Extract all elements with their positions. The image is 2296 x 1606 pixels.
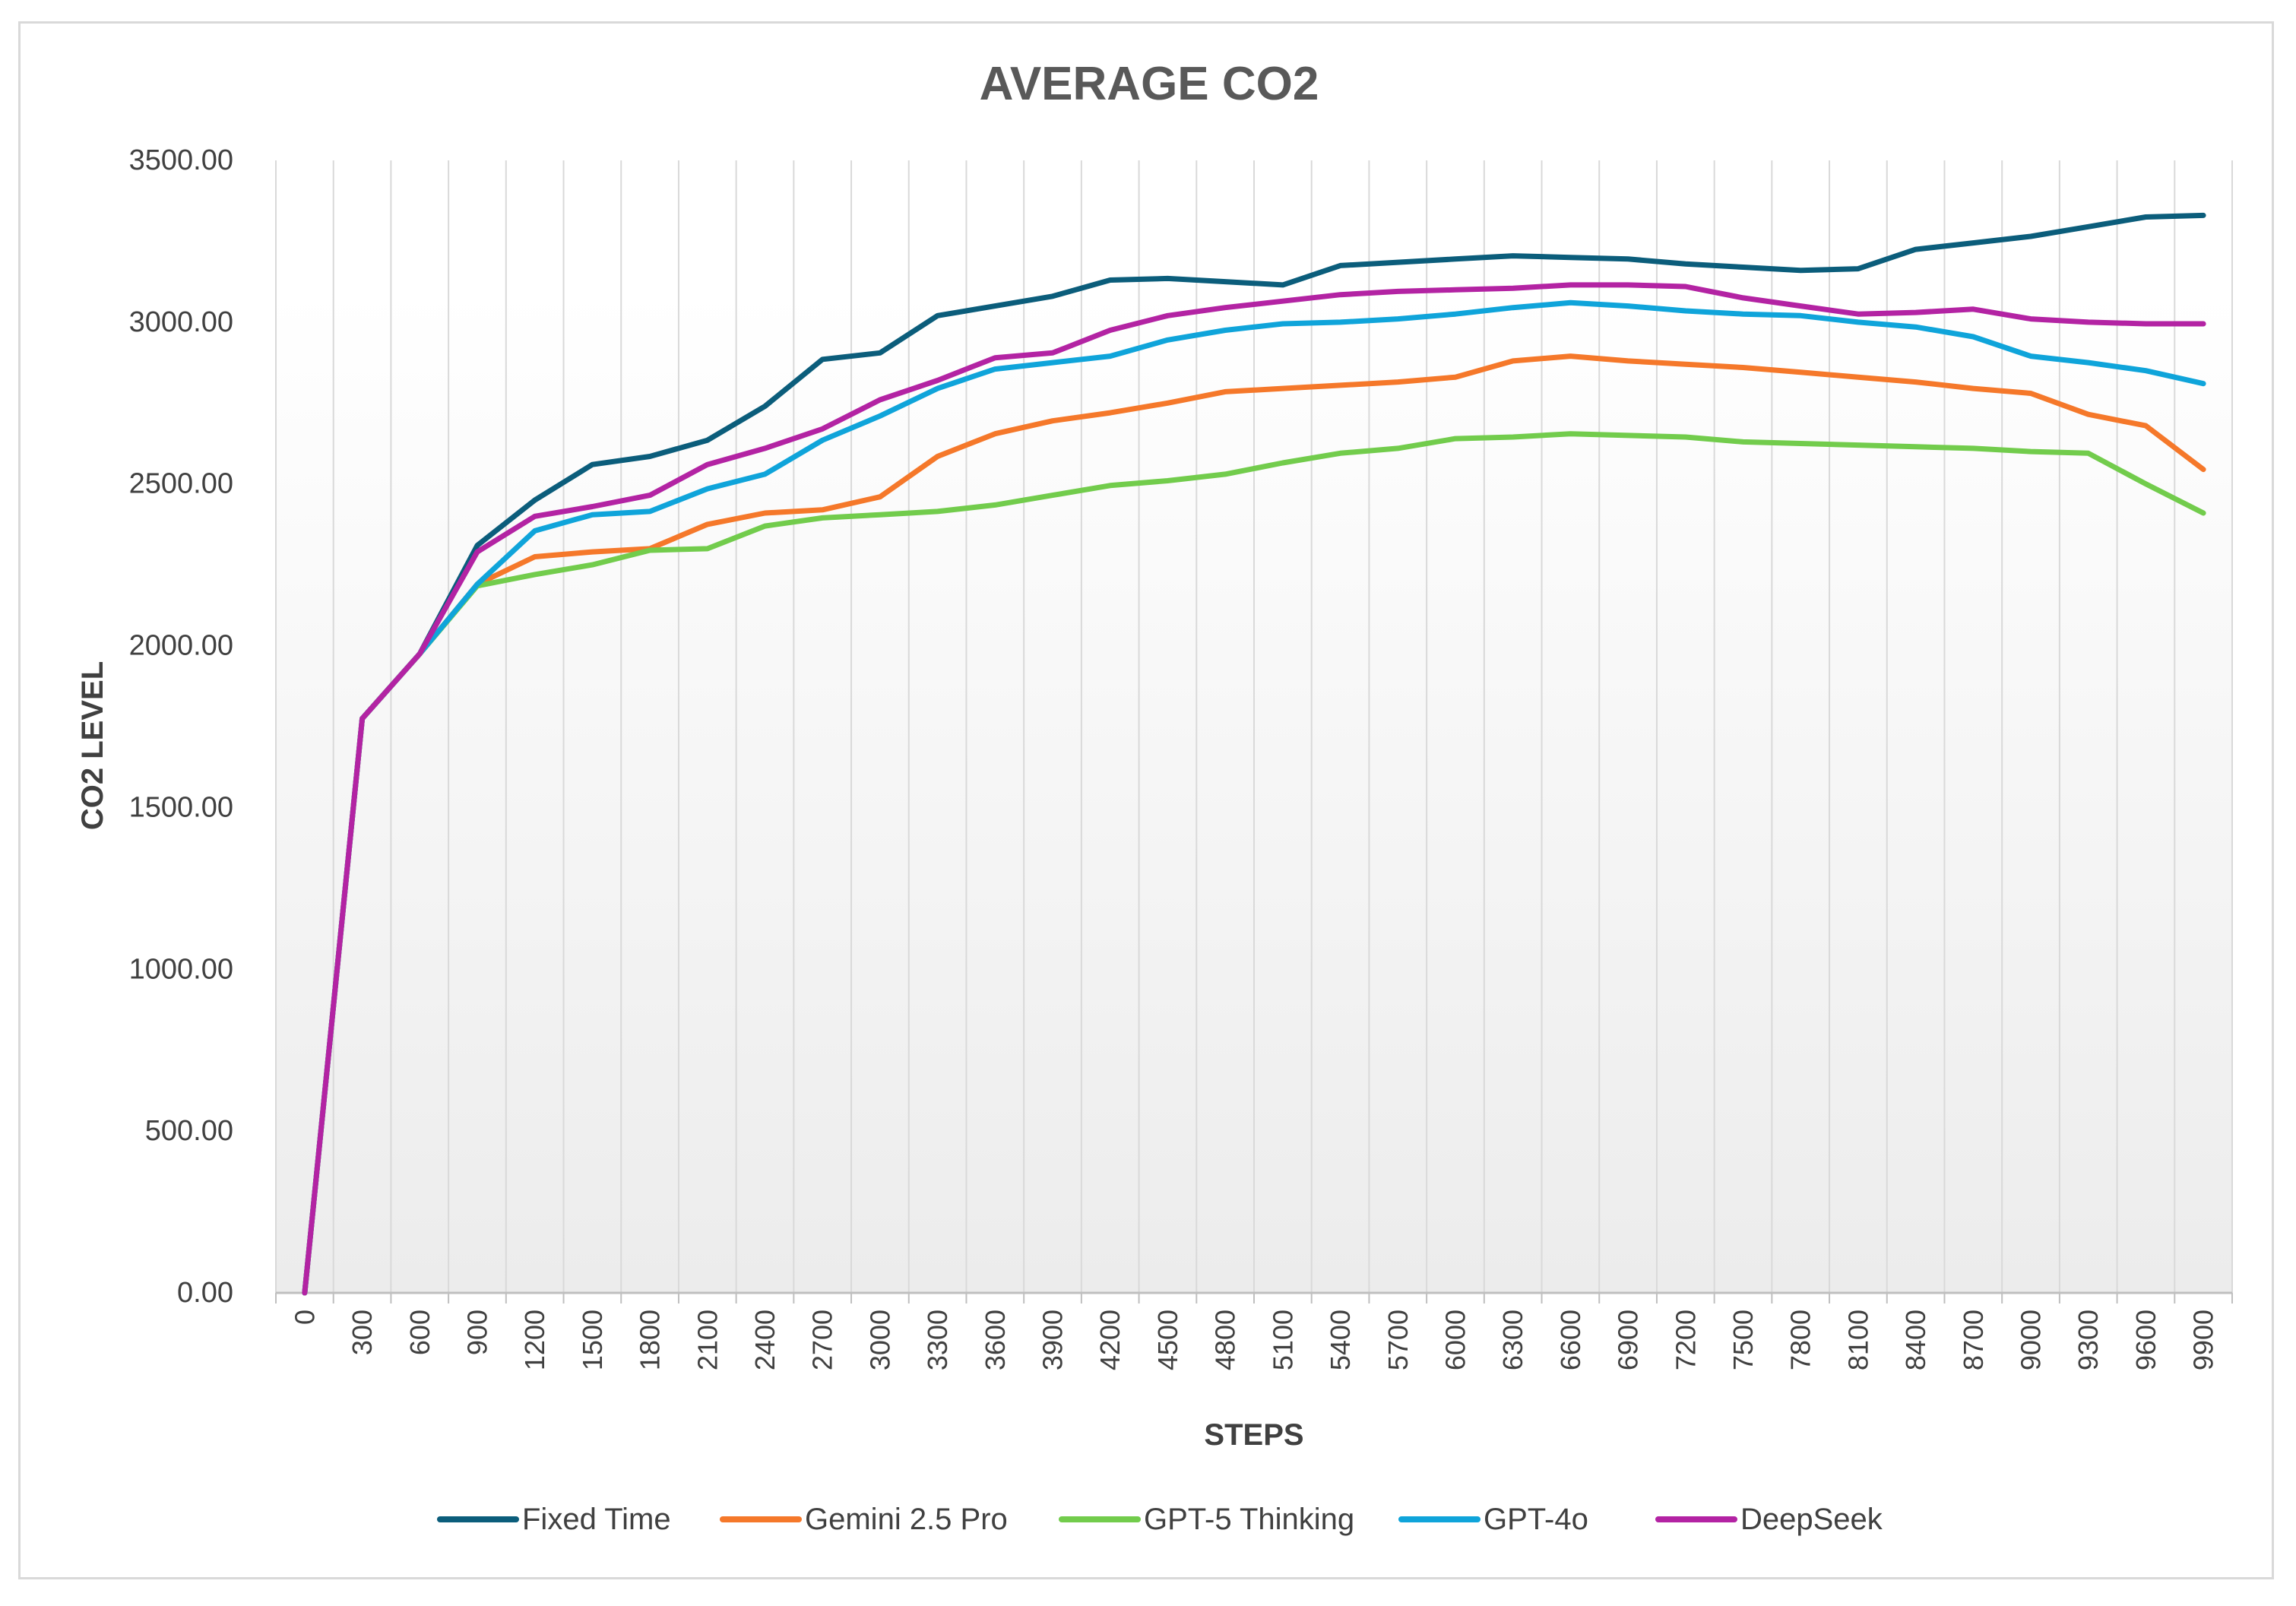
- gridlines: [275, 160, 2233, 1293]
- x-tick-label: 8100: [1842, 1310, 1873, 1370]
- y-tick-label: 2500.00: [129, 468, 233, 500]
- x-tick-label: 300: [347, 1310, 378, 1355]
- y-tick-label: 500.00: [145, 1115, 233, 1147]
- legend-label: Gemini 2.5 Pro: [805, 1503, 1008, 1536]
- series-line-gpt-4o: [302, 299, 2206, 1296]
- x-tick-label: 5700: [1382, 1310, 1414, 1370]
- x-tick-label: 2100: [692, 1310, 723, 1370]
- y-tick-label: 3000.00: [129, 306, 233, 338]
- x-tick-label: 3600: [980, 1310, 1011, 1370]
- x-tick-label: 8700: [1958, 1310, 1989, 1370]
- series-line-deepseek: [302, 282, 2206, 1296]
- series-line-fixed-time: [302, 212, 2206, 1296]
- y-tick-label: 2000.00: [129, 630, 233, 662]
- x-tick-label: 5100: [1267, 1310, 1298, 1370]
- x-tick-label: 6300: [1497, 1310, 1528, 1370]
- x-tick-label: 1500: [577, 1310, 608, 1370]
- legend-label: GPT-4o: [1484, 1503, 1588, 1536]
- x-tick-label: 3000: [864, 1310, 895, 1370]
- x-tick-label: 9300: [2073, 1310, 2104, 1370]
- axes: 0 300 600 900 1200 1500 1800 2100 2400 2700 3000 33…: [129, 144, 2233, 1370]
- legend-item-fixed-time: Fixed Time: [437, 1503, 671, 1536]
- y-tick-label: 3500.00: [129, 144, 233, 176]
- legend-item-gemini-2-5-pro: Gemini 2.5 Pro: [720, 1503, 1008, 1536]
- x-tick-label: 0: [289, 1310, 320, 1325]
- x-tick-label: 1800: [635, 1310, 666, 1370]
- series-line-gpt-5-thinking: [302, 431, 2206, 1296]
- x-tick-label: 6600: [1555, 1310, 1586, 1370]
- legend-label: GPT-5 Thinking: [1144, 1503, 1354, 1536]
- chart-frame: 0 300 600 900 1200 1500 1800 2100 2400 2700 3000 33…: [18, 21, 2274, 1579]
- x-tick-label: 4800: [1210, 1310, 1241, 1370]
- x-tick-label: 4500: [1152, 1310, 1183, 1370]
- legend: Fixed Time Gemini 2.5 Pro GPT-5 Thinking GP…: [437, 1503, 1883, 1536]
- x-tick-label: 6000: [1439, 1310, 1471, 1370]
- line-chart: 0 300 600 900 1200 1500 1800 2100 2400 2700 3000 33…: [76, 58, 2233, 1536]
- chart-title: AVERAGE CO2: [980, 58, 1319, 110]
- x-tick-label: 7200: [1670, 1310, 1701, 1370]
- x-tick-label: 4200: [1094, 1310, 1126, 1370]
- x-tick-label: 6900: [1613, 1310, 1644, 1370]
- x-axis-title: STEPS: [1204, 1418, 1303, 1452]
- y-tick-label: 0.00: [177, 1277, 233, 1309]
- legend-label: DeepSeek: [1740, 1503, 1883, 1536]
- x-tick-label: 2400: [749, 1310, 781, 1370]
- x-tick-label: 8400: [1900, 1310, 1931, 1370]
- x-tick-label: 9900: [2188, 1310, 2219, 1370]
- legend-item-deepseek: DeepSeek: [1655, 1503, 1883, 1536]
- x-tick-label: 3300: [922, 1310, 953, 1370]
- x-tick-label: 9000: [2016, 1310, 2047, 1370]
- x-tick-label: 2700: [807, 1310, 838, 1370]
- x-tick-label: 7800: [1785, 1310, 1816, 1370]
- x-tick-label: 1200: [519, 1310, 550, 1370]
- y-tick-label: 1500.00: [129, 791, 233, 823]
- series-lines: [302, 212, 2206, 1296]
- legend-item-gpt-4o: GPT-4o: [1398, 1503, 1588, 1536]
- y-tick-label: 1000.00: [129, 953, 233, 985]
- legend-label: Fixed Time: [522, 1503, 671, 1536]
- x-tick-label: 5400: [1325, 1310, 1356, 1370]
- x-tick-label: 9600: [2130, 1310, 2161, 1370]
- legend-item-gpt-5-thinking: GPT-5 Thinking: [1059, 1503, 1354, 1536]
- x-tick-label: 3900: [1037, 1310, 1069, 1370]
- series-line-gemini-2-5-pro: [302, 353, 2206, 1296]
- x-tick-label: 900: [461, 1310, 492, 1355]
- y-axis-title: CO2 LEVEL: [76, 661, 109, 830]
- x-tick-label: 600: [404, 1310, 435, 1355]
- x-tick-label: 7500: [1728, 1310, 1759, 1370]
